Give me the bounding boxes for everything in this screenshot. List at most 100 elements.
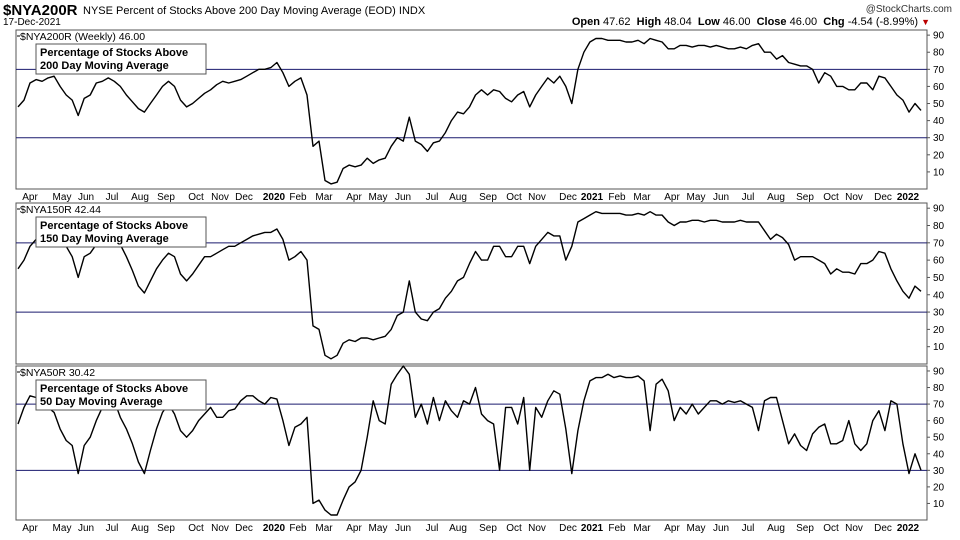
y-tick-label: 40 xyxy=(933,116,945,127)
open-label: Open xyxy=(571,16,600,28)
y-tick-label: 80 xyxy=(933,383,945,394)
y-tick-label: 70 xyxy=(933,400,945,411)
x-tick-label: Jul xyxy=(106,523,119,534)
x-tick-label: Apr xyxy=(346,523,362,534)
open-value: 47.62 xyxy=(603,16,631,28)
x-tick-label: May xyxy=(53,523,72,534)
low-label: Low xyxy=(697,16,720,28)
x-tick-label: Jun xyxy=(78,523,94,534)
x-tick-label: Feb xyxy=(289,192,307,203)
x-tick-label: Jul xyxy=(742,192,755,203)
x-tick-label: Feb xyxy=(608,523,626,534)
y-tick-label: 40 xyxy=(933,449,945,460)
y-tick-label: 70 xyxy=(933,65,945,76)
y-tick-label: 10 xyxy=(933,167,945,178)
y-tick-label: 60 xyxy=(933,256,945,267)
x-tick-label: Aug xyxy=(131,192,149,203)
y-tick-label: 30 xyxy=(933,466,945,477)
x-tick-label: Oct xyxy=(823,192,839,203)
x-tick-label: Mar xyxy=(633,192,651,203)
x-tick-label: Sep xyxy=(479,192,497,203)
x-tick-label: Jun xyxy=(395,523,411,534)
y-tick-label: 40 xyxy=(933,290,945,301)
x-tick-label: May xyxy=(687,523,706,534)
x-tick-label: Sep xyxy=(479,523,497,534)
high-label: High xyxy=(636,16,662,28)
x-tick-label: Nov xyxy=(845,192,863,203)
series-legend: $NYA200R (Weekly) 46.00 xyxy=(20,31,145,43)
y-tick-label: 50 xyxy=(933,99,945,110)
x-tick-label: Sep xyxy=(796,523,814,534)
x-tick-label: May xyxy=(369,192,388,203)
x-tick-label: 2020 xyxy=(263,192,286,203)
x-tick-label: 2021 xyxy=(581,192,604,203)
x-tick-label: Aug xyxy=(131,523,149,534)
x-tick-label: Oct xyxy=(506,192,522,203)
x-tick-label: Jul xyxy=(106,192,119,203)
x-tick-label: May xyxy=(53,192,72,203)
price-quote: Open 47.62 High 48.04 Low 46.00 Close 46… xyxy=(572,16,930,28)
annotation-text: 50 Day Moving Average xyxy=(40,396,163,408)
series-legend: $NYA50R 30.42 xyxy=(20,367,95,379)
x-tick-label: Mar xyxy=(315,523,333,534)
x-tick-label: Jul xyxy=(742,523,755,534)
y-tick-label: 50 xyxy=(933,273,945,284)
x-tick-label: Aug xyxy=(449,192,467,203)
x-tick-label: Feb xyxy=(289,523,307,534)
y-tick-label: 10 xyxy=(933,499,945,510)
x-tick-label: Dec xyxy=(874,523,892,534)
x-tick-label: Nov xyxy=(528,523,546,534)
annotation-box xyxy=(35,379,207,411)
annotation-text: 200 Day Moving Average xyxy=(40,60,169,72)
x-tick-label: Sep xyxy=(796,192,814,203)
x-tick-label: Oct xyxy=(188,523,204,534)
x-tick-label: 2022 xyxy=(897,523,920,534)
y-tick-label: 80 xyxy=(933,48,945,59)
x-tick-label: Aug xyxy=(767,523,785,534)
x-tick-label: Jun xyxy=(395,192,411,203)
down-arrow-icon: ▼ xyxy=(921,17,930,27)
x-tick-label: Apr xyxy=(664,192,680,203)
x-tick-label: 2022 xyxy=(897,192,920,203)
x-tick-label: Jul xyxy=(426,523,439,534)
chg-label: Chg xyxy=(823,16,845,28)
y-tick-label: 60 xyxy=(933,82,945,93)
x-tick-label: Nov xyxy=(845,523,863,534)
high-value: 48.04 xyxy=(664,16,692,28)
stockcharts-logo: @StockCharts.com xyxy=(865,4,952,15)
series-legend: $NYA150R 42.44 xyxy=(20,204,101,216)
x-tick-label: 2021 xyxy=(581,523,604,534)
x-tick-label: Aug xyxy=(767,192,785,203)
x-tick-label: Jun xyxy=(78,192,94,203)
x-tick-label: Jun xyxy=(713,523,729,534)
x-tick-label: Nov xyxy=(211,523,229,534)
low-value: 46.00 xyxy=(722,16,751,28)
y-tick-label: 20 xyxy=(933,325,945,336)
series-line xyxy=(17,211,922,360)
x-tick-label: Dec xyxy=(559,523,577,534)
chart-description: NYSE Percent of Stocks Above 200 Day Mov… xyxy=(83,5,426,17)
x-tick-label: Dec xyxy=(559,192,577,203)
chart-date: 17-Dec-2021 xyxy=(3,17,61,28)
y-tick-label: 80 xyxy=(933,221,945,232)
y-tick-label: 50 xyxy=(933,433,945,444)
x-tick-label: Apr xyxy=(664,523,680,534)
x-tick-label: Nov xyxy=(211,192,229,203)
x-tick-label: Oct xyxy=(506,523,522,534)
x-tick-label: May xyxy=(369,523,388,534)
x-tick-label: Sep xyxy=(157,192,175,203)
x-tick-label: Jul xyxy=(426,192,439,203)
series-line xyxy=(17,37,922,185)
x-tick-label: Apr xyxy=(22,523,38,534)
x-tick-label: Dec xyxy=(235,192,253,203)
x-tick-label: Dec xyxy=(874,192,892,203)
annotation-text: Percentage of Stocks Above xyxy=(40,47,188,59)
y-tick-label: 20 xyxy=(933,482,945,493)
x-tick-label: Oct xyxy=(823,523,839,534)
y-tick-label: 30 xyxy=(933,133,945,144)
annotation-box xyxy=(35,43,207,75)
x-tick-label: Aug xyxy=(449,523,467,534)
y-tick-label: 20 xyxy=(933,150,945,161)
y-tick-label: 90 xyxy=(933,31,945,42)
